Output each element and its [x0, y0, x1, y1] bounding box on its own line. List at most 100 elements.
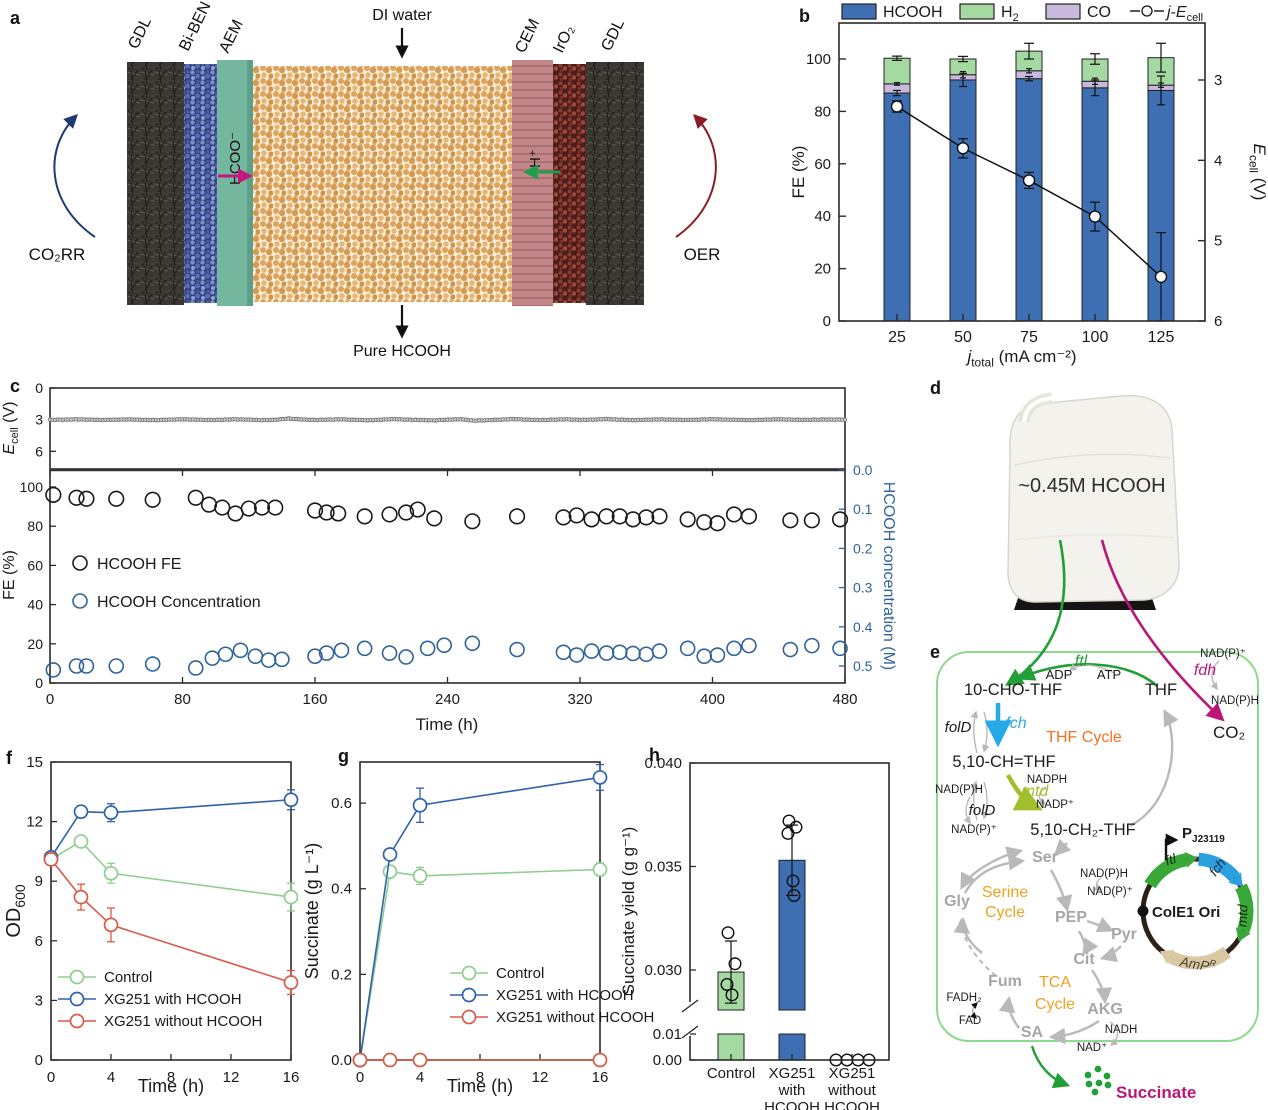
svg-text:0.2: 0.2 — [853, 540, 873, 556]
pathway-ser: Ser — [1032, 849, 1058, 866]
aem-label: AEM — [216, 17, 246, 56]
svg-text:60: 60 — [27, 557, 43, 573]
pathway-cit: Cit — [1073, 951, 1095, 968]
svg-text:8: 8 — [167, 1069, 175, 1086]
plasmid-map — [1137, 851, 1254, 970]
pathway-fold2: folD — [969, 802, 996, 819]
svg-text:H2: H2 — [1001, 4, 1019, 24]
pathway-pyr: Pyr — [1111, 926, 1137, 943]
pathway-fdh: fdh — [1194, 662, 1216, 679]
svg-text:6: 6 — [35, 933, 43, 950]
svg-text:XG251 without HCOOH: XG251 without HCOOH — [104, 1013, 262, 1030]
pathway-fch: fch — [1005, 715, 1026, 732]
pathway-nadp4: NAD(P)⁺ — [1087, 886, 1133, 898]
bi-ben-catalyst-layer — [184, 64, 217, 303]
svg-text:0.5: 0.5 — [853, 658, 873, 674]
svg-text:0.01: 0.01 — [653, 1026, 682, 1043]
svg-text:125: 125 — [1148, 329, 1175, 346]
proton-label: H⁺ — [527, 149, 544, 168]
svg-text:XG251 without HCOOH: XG251 without HCOOH — [496, 1009, 654, 1026]
svg-text:80: 80 — [174, 691, 191, 708]
svg-text:15: 15 — [26, 754, 43, 771]
oer-label: OER — [684, 245, 721, 264]
svg-text:HCOOH FE: HCOOH FE — [97, 556, 181, 573]
b-ylabel-right: Ecell (V) — [1247, 144, 1268, 201]
svg-f-ylabel: OD600 — [3, 884, 28, 938]
pathway-nadh: NADH — [1105, 1024, 1138, 1036]
svg-text:0: 0 — [823, 313, 831, 330]
panel-letter-f: f — [6, 748, 12, 768]
svg-text:0: 0 — [35, 380, 43, 396]
svg-text:3: 3 — [35, 412, 43, 428]
panel-letter-d: d — [930, 378, 941, 398]
svg-text:20: 20 — [814, 261, 831, 278]
resin-bed — [253, 66, 512, 302]
svg-text:Control: Control — [496, 965, 544, 982]
svg-text:HCOOH Concentration: HCOOH Concentration — [97, 594, 261, 611]
c-bottom-ylabel: FE (%) — [1, 550, 18, 600]
panel-a-cell-schematic: GDL Bi-BEN AEM CEM IrO₂ GDL DI water Pur… — [29, 0, 721, 360]
svg-text:75: 75 — [1020, 329, 1038, 346]
co2rr-arrow — [53, 114, 96, 238]
pathway-mtd: mtd — [1022, 783, 1050, 800]
svg-text:6: 6 — [1214, 313, 1222, 330]
panel-letter-h: h — [649, 745, 660, 765]
pathway-fold1: folD — [945, 719, 972, 736]
hcooh-jug: ~0.45M HCOOH — [1007, 392, 1180, 610]
pathway-nadph2: NADPH — [1027, 774, 1067, 786]
c-conc-points — [45, 635, 848, 678]
svg-text:0.030: 0.030 — [644, 962, 682, 979]
pathway-tca2: Cycle — [1035, 996, 1075, 1013]
aem-edge — [247, 60, 253, 306]
svg-text:16: 16 — [592, 1069, 609, 1086]
pathway-sa: SA — [1021, 1024, 1044, 1041]
c-right-ylabel: HCOOH concentration (M) — [880, 482, 897, 671]
panel-letter-g: g — [338, 746, 349, 766]
svg-text:0.2: 0.2 — [331, 966, 352, 983]
cem-membrane — [512, 60, 553, 306]
svg-g-series-0 — [352, 862, 608, 1068]
panel-b-fe-bar-chart: 0 20 40 60 80 100 3 4 5 6 25 50 75 100 125 FE (%) Ecell … — [789, 3, 1268, 369]
panel-g-succinate-chart: 0 4 8 12 16 0.0 0.2 0.4 0.6 Control XG251 with HCO… — [302, 761, 654, 1096]
svg-f-series-2 — [43, 851, 299, 996]
pathway-pep: PEP — [1055, 909, 1087, 926]
svg-text:without: without — [827, 1082, 876, 1099]
pathway-tca1: TCA — [1039, 974, 1071, 991]
pathway-cole1: ColE1 Ori — [1152, 904, 1220, 921]
pathway-arrows — [953, 539, 1225, 1089]
pathway-nadph4: NAD(P)H — [1080, 868, 1128, 880]
svg-g-legend: Control XG251 with HCOOH XG251 without HCO… — [450, 965, 654, 1026]
pathway-amp-label: AmPR — [1178, 953, 1218, 976]
iro2-label: IrO₂ — [550, 23, 578, 56]
svg-text:40: 40 — [814, 208, 831, 225]
pathway-cho-thf: 10-CHO-THF — [964, 681, 1062, 699]
svg-text:25: 25 — [888, 329, 906, 346]
svg-text:0.4: 0.4 — [331, 881, 352, 898]
pathway-atp: ATP — [1097, 667, 1121, 682]
svg-text:XG251 with HCOOH: XG251 with HCOOH — [496, 987, 634, 1004]
c-plot: 0 3 6 Ecell (V) 0 20 40 60 80 100 0.0 0.1 0.2 0.3 0.4 0… — [1, 380, 897, 734]
svg-text:CO: CO — [1087, 4, 1111, 21]
svg-text:4: 4 — [416, 1069, 424, 1086]
svg-text:0.6: 0.6 — [331, 795, 352, 812]
svg-text:12: 12 — [26, 814, 43, 831]
pathway-border — [936, 651, 1259, 1042]
svg-text:0: 0 — [35, 1052, 43, 1069]
succinate-dots — [1084, 1065, 1112, 1096]
svg-g-ylabel: Succinate (g L⁻¹) — [302, 843, 322, 980]
b-ecell-line — [890, 100, 1168, 322]
svg-text:0.4: 0.4 — [853, 619, 873, 635]
c-legend: HCOOH FE HCOOH Concentration — [72, 555, 261, 611]
pathway-nadp3: NAD(P)⁺ — [951, 824, 997, 836]
panel-letter-a: a — [10, 8, 21, 28]
svg-text:60: 60 — [814, 156, 831, 173]
b-line-legend-label: j-Ecell — [1165, 4, 1203, 24]
pathway-promoter-label: PJ23119 — [1182, 825, 1225, 845]
panel-f-od600-chart: 0 4 8 12 16 0 3 6 9 12 15 Control XG251 with HCOOH XG… — [3, 754, 299, 1096]
svg-text:Control: Control — [707, 1065, 755, 1082]
panel-letter-c: c — [10, 376, 21, 396]
svg-text:100: 100 — [20, 479, 44, 495]
pathway-thf-cycle: THF Cycle — [1046, 729, 1122, 746]
